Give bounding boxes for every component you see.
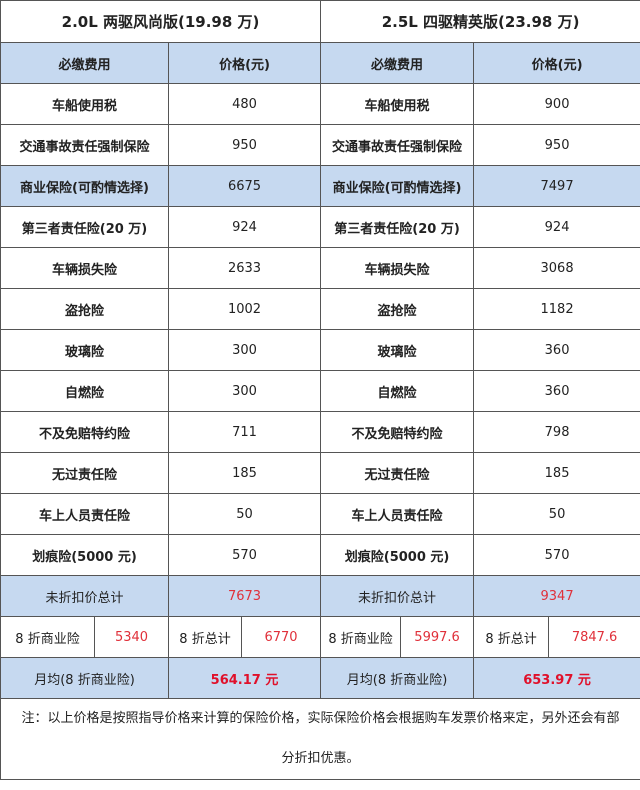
column-header-item: 必缴费用 (0, 42, 169, 84)
item-label: 车上人员责任险 (320, 493, 475, 535)
right-price: 360 (473, 329, 640, 371)
table-row: 车上人员责任险 50 车上人员责任险 50 (0, 493, 640, 535)
left-price: 185 (167, 452, 322, 494)
left-price: 1002 (167, 288, 322, 330)
item-label: 交通事故责任强制保险 (0, 124, 169, 166)
item-label: 自燃险 (320, 370, 475, 412)
item-label: 不及免赔特约险 (320, 411, 475, 453)
left-price: 570 (167, 534, 322, 576)
model-right-title: 2.5L 四驱精英版(23.98 万) (320, 0, 640, 43)
left-price: 50 (167, 493, 322, 535)
discount-total-right: 7847.6 (548, 616, 640, 658)
right-price: 798 (473, 411, 640, 453)
undiscounted-total-row: 未折扣价总计 7673 未折扣价总计 9347 (0, 575, 640, 617)
table-row: 划痕险(5000 元) 570 划痕险(5000 元) 570 (0, 534, 640, 576)
item-label: 玻璃险 (0, 329, 169, 371)
table-row: 车辆损失险 2633 车辆损失险 3068 (0, 247, 640, 289)
table-row: 盗抢险 1002 盗抢险 1182 (0, 288, 640, 330)
right-price: 185 (473, 452, 640, 494)
item-label: 玻璃险 (320, 329, 475, 371)
right-price: 3068 (473, 247, 640, 289)
left-price: 480 (167, 83, 322, 125)
column-header-row: 必缴费用 价格(元) 必缴费用 价格(元) (0, 42, 640, 84)
undiscounted-label: 未折扣价总计 (320, 575, 475, 617)
discount-total-label: 8 折总计 (473, 616, 550, 658)
right-price: 7497 (473, 165, 640, 207)
discount-row: 8 折商业险 5340 8 折总计 6770 8 折商业险 5997.6 8 折… (0, 616, 640, 658)
table-row: 第三者责任险(20 万) 924 第三者责任险(20 万) 924 (0, 206, 640, 248)
column-header-price: 价格(元) (167, 42, 322, 84)
item-label: 车船使用税 (320, 83, 475, 125)
model-header-row: 2.0L 两驱风尚版(19.98 万) 2.5L 四驱精英版(23.98 万) (0, 0, 640, 43)
left-price: 6675 (167, 165, 322, 207)
right-price: 1182 (473, 288, 640, 330)
item-label: 第三者责任险(20 万) (0, 206, 169, 248)
right-price: 570 (473, 534, 640, 576)
item-label: 第三者责任险(20 万) (320, 206, 475, 248)
right-price: 360 (473, 370, 640, 412)
discount-total-left: 6770 (240, 616, 322, 658)
monthly-right-value: 653.97 元 (473, 657, 640, 699)
item-label: 车辆损失险 (0, 247, 169, 289)
discount-total-label: 8 折总计 (168, 616, 242, 658)
right-price: 950 (473, 124, 640, 166)
table-row: 商业保险(可酌情选择) 6675 商业保险(可酌情选择) 7497 (0, 165, 640, 207)
item-label: 交通事故责任强制保险 (320, 124, 475, 166)
undiscounted-left-value: 7673 (167, 575, 322, 617)
item-label: 商业保险(可酌情选择) (0, 165, 169, 207)
discount-commercial-label: 8 折商业险 (320, 616, 402, 658)
table-row: 无过责任险 185 无过责任险 185 (0, 452, 640, 494)
column-header-price: 价格(元) (473, 42, 640, 84)
item-label: 划痕险(5000 元) (320, 534, 475, 576)
item-label: 不及免赔特约险 (0, 411, 169, 453)
item-label: 无过责任险 (0, 452, 169, 494)
monthly-left-value: 564.17 元 (167, 657, 322, 699)
item-label: 车上人员责任险 (0, 493, 169, 535)
item-label: 自燃险 (0, 370, 169, 412)
monthly-row: 月均(8 折商业险) 564.17 元 月均(8 折商业险) 653.97 元 (0, 657, 640, 699)
left-price: 924 (167, 206, 322, 248)
left-price: 300 (167, 370, 322, 412)
item-label: 盗抢险 (0, 288, 169, 330)
discount-commercial-left: 5340 (94, 616, 169, 658)
item-label: 车船使用税 (0, 83, 169, 125)
column-header-item: 必缴费用 (320, 42, 475, 84)
note-cell: 注：以上价格是按照指导价格来计算的保险价格，实际保险价格会根据购车发票价格来定，… (0, 698, 640, 780)
left-price: 300 (167, 329, 322, 371)
note-row: 注：以上价格是按照指导价格来计算的保险价格，实际保险价格会根据购车发票价格来定，… (0, 698, 640, 780)
table-row: 玻璃险 300 玻璃险 360 (0, 329, 640, 371)
model-left-title: 2.0L 两驱风尚版(19.98 万) (0, 0, 322, 43)
table-row: 不及免赔特约险 711 不及免赔特约险 798 (0, 411, 640, 453)
undiscounted-label: 未折扣价总计 (0, 575, 169, 617)
table-row: 自燃险 300 自燃险 360 (0, 370, 640, 412)
monthly-label: 月均(8 折商业险) (0, 657, 169, 699)
left-price: 2633 (167, 247, 322, 289)
item-label: 无过责任险 (320, 452, 475, 494)
right-price: 900 (473, 83, 640, 125)
right-price: 50 (473, 493, 640, 535)
monthly-label: 月均(8 折商业险) (320, 657, 475, 699)
item-label: 商业保险(可酌情选择) (320, 165, 475, 207)
note-line-2: 分折扣优惠。 (281, 751, 360, 766)
item-label: 车辆损失险 (320, 247, 475, 289)
note-line-1: 注：以上价格是按照指导价格来计算的保险价格，实际保险价格会根据购车发票价格来定，… (21, 711, 620, 726)
item-label: 盗抢险 (320, 288, 475, 330)
table-row: 车船使用税 480 车船使用税 900 (0, 83, 640, 125)
left-price: 711 (167, 411, 322, 453)
table-row: 交通事故责任强制保险 950 交通事故责任强制保险 950 (0, 124, 640, 166)
discount-commercial-label: 8 折商业险 (0, 616, 95, 658)
item-label: 划痕险(5000 元) (0, 534, 169, 576)
undiscounted-right-value: 9347 (473, 575, 640, 617)
right-price: 924 (473, 206, 640, 248)
left-price: 950 (167, 124, 322, 166)
discount-commercial-right: 5997.6 (400, 616, 475, 658)
